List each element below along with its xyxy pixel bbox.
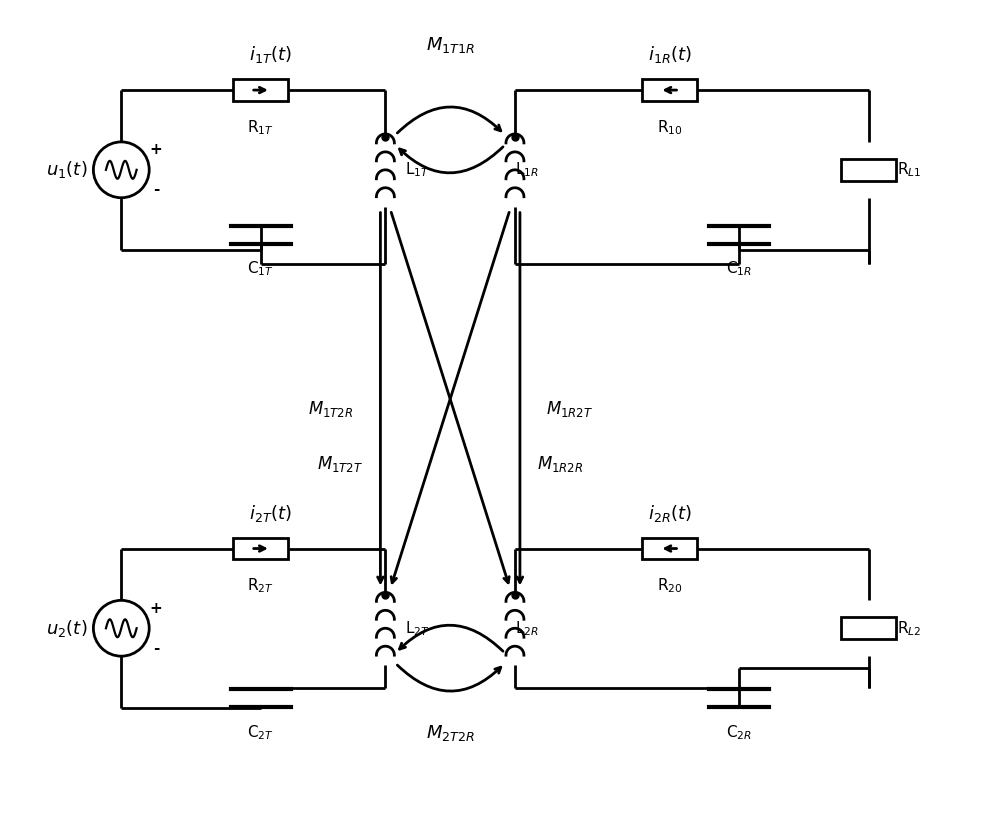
Text: C$_{1R}$: C$_{1R}$ [726, 260, 752, 278]
Text: R$_{20}$: R$_{20}$ [657, 577, 682, 595]
Text: $M_{1R2T}$: $M_{1R2T}$ [546, 399, 593, 419]
Text: R$_{2T}$: R$_{2T}$ [247, 577, 274, 595]
Text: L$_{2T}$: L$_{2T}$ [405, 619, 430, 638]
Text: $i_{1R}(t)$: $i_{1R}(t)$ [648, 44, 691, 66]
Text: R$_{10}$: R$_{10}$ [657, 118, 682, 137]
Bar [233, 537, 288, 559]
Text: -: - [153, 640, 159, 656]
Text: L$_{2R}$: L$_{2R}$ [515, 619, 539, 638]
Text: C$_{2T}$: C$_{2T}$ [247, 723, 274, 742]
Text: L$_{1T}$: L$_{1T}$ [405, 161, 430, 179]
Text: R$_{1T}$: R$_{1T}$ [247, 118, 274, 137]
Bar [841, 618, 896, 639]
Text: $u_1(t)$: $u_1(t)$ [46, 160, 87, 180]
Text: $i_{2T}(t)$: $i_{2T}(t)$ [249, 503, 292, 523]
Text: C$_{2R}$: C$_{2R}$ [726, 723, 752, 742]
Bar [642, 79, 697, 101]
Text: $i_{1T}(t)$: $i_{1T}(t)$ [249, 44, 292, 66]
Text: +: + [150, 601, 163, 616]
Text: R$_{L1}$: R$_{L1}$ [897, 161, 921, 179]
Text: $M_{2T2R}$: $M_{2T2R}$ [426, 723, 475, 743]
Text: C$_{1T}$: C$_{1T}$ [247, 260, 274, 278]
Text: $i_{2R}(t)$: $i_{2R}(t)$ [648, 503, 691, 523]
Text: $M_{1T1R}$: $M_{1T1R}$ [426, 35, 475, 55]
Text: $M_{1R2R}$: $M_{1R2R}$ [537, 454, 583, 474]
Text: L$_{1R}$: L$_{1R}$ [515, 161, 539, 179]
Text: $M_{1T2R}$: $M_{1T2R}$ [308, 399, 353, 419]
Text: -: - [153, 183, 159, 197]
Bar [841, 159, 896, 181]
Text: $u_2(t)$: $u_2(t)$ [46, 618, 87, 639]
Bar [642, 537, 697, 559]
Text: R$_{L2}$: R$_{L2}$ [897, 619, 921, 638]
Bar [233, 79, 288, 101]
Text: $M_{1T2T}$: $M_{1T2T}$ [317, 454, 364, 474]
Text: +: + [150, 143, 163, 157]
